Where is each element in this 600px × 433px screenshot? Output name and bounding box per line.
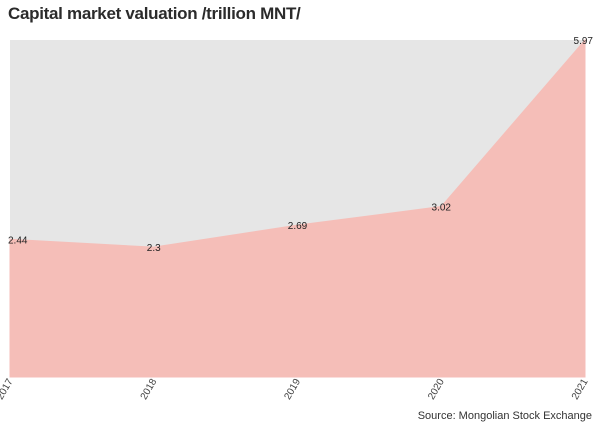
chart-title: Capital market valuation /trillion MNT/ [8, 4, 301, 23]
x-axis-ticks: 2017 2018 2019 2020 2021 [0, 377, 591, 402]
source-note: Source: Mongolian Stock Exchange [417, 410, 592, 422]
data-label-2018: 2.3 [147, 243, 161, 254]
data-label-2017: 2.44 [8, 235, 28, 246]
x-tick-2021: 2021 [570, 377, 591, 402]
x-tick-2019: 2019 [282, 377, 303, 402]
x-tick-2018: 2018 [139, 377, 160, 402]
x-tick-2020: 2020 [426, 377, 447, 402]
series-area [9, 38, 586, 378]
data-label-2019: 2.69 [288, 221, 308, 232]
data-labels: 2.44 2.3 2.69 3.02 5.97 [8, 36, 593, 254]
data-label-2020: 3.02 [432, 203, 452, 214]
data-label-2021: 5.97 [574, 36, 594, 47]
x-tick-2017: 2017 [0, 377, 16, 402]
